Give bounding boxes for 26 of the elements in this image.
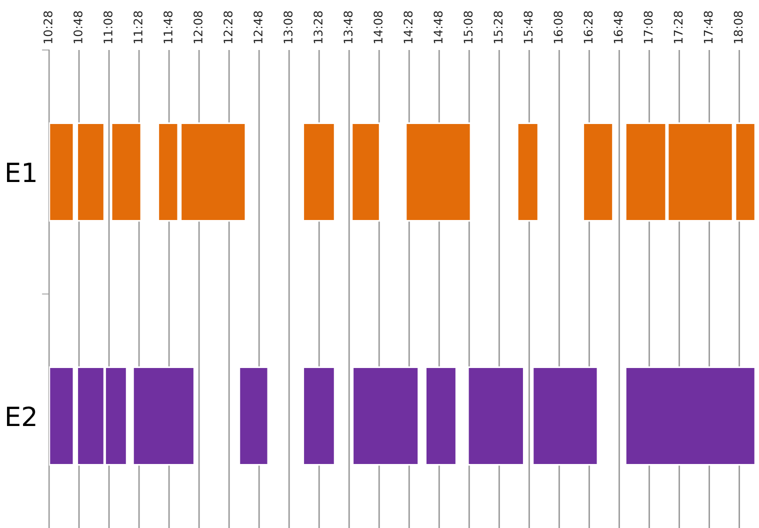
x-tick-label: 15:08	[464, 11, 473, 44]
x-tick-label: 18:08	[734, 11, 743, 44]
y-tick-label: E2	[7, 406, 36, 426]
x-tick-label: 13:48	[344, 11, 353, 44]
x-tick-label: 16:48	[614, 11, 623, 44]
x-tick-label: 16:08	[554, 11, 563, 44]
x-tick-label: 15:48	[524, 11, 533, 44]
y-tick-label: E1	[7, 162, 36, 182]
x-tick-label: 12:28	[224, 11, 233, 44]
x-tick-label: 14:28	[404, 11, 413, 44]
x-tick-label: 12:48	[254, 11, 263, 44]
x-tick-label: 17:08	[644, 11, 653, 44]
x-tick-label: 11:48	[164, 11, 172, 44]
x-tick-label: 17:28	[674, 11, 683, 44]
x-tick-label: 14:08	[374, 11, 383, 44]
x-tick-label: 15:28	[494, 11, 503, 44]
x-tick-label: 10:28	[43, 11, 52, 44]
x-tick-label: 11:28	[134, 11, 142, 44]
x-tick-label: 13:08	[284, 11, 293, 44]
x-tick-label: 13:28	[314, 11, 323, 44]
x-tick-label: 12:08	[194, 11, 202, 44]
x-tick-label: 11:08	[104, 11, 112, 44]
x-tick-label: 17:48	[704, 11, 713, 44]
x-tick-label: 16:28	[584, 11, 593, 44]
x-tick-label: 10:48	[74, 11, 82, 44]
x-tick-label: 14:48	[434, 11, 443, 44]
